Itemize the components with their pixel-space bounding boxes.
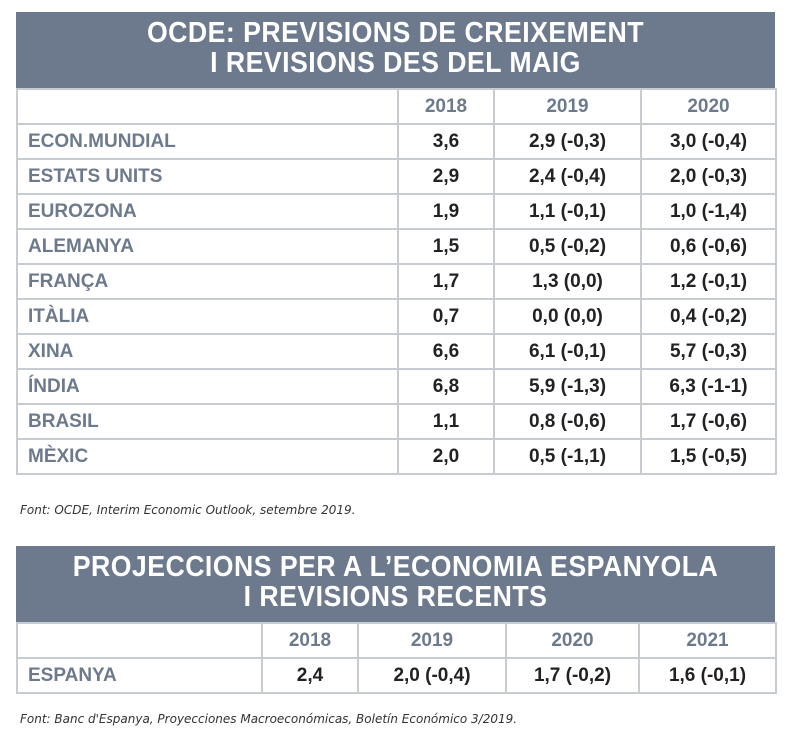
title-line-2: I REVISIONS RECENTS — [243, 581, 548, 614]
cell-2019: 0,5 (-1,1) — [493, 438, 642, 475]
table-row: ESPANYA 2,4 2,0 (-0,4) 1,7 (-0,2) 1,6 (-… — [16, 657, 777, 694]
table-row: XINA 6,6 6,1 (-0,1) 5,7 (-0,3) — [16, 333, 777, 370]
header-corner — [16, 622, 263, 659]
spain-projections-panel: PROJECCIONS PER A L’ECONOMIA ESPANYOLA I… — [16, 546, 777, 694]
cell-2020: 0,6 (-0,6) — [640, 228, 777, 265]
spain-projections-title: PROJECCIONS PER A L’ECONOMIA ESPANYOLA I… — [16, 546, 775, 622]
table-row: ESTATS UNITS 2,9 2,4 (-0,4) 2,0 (-0,3) — [16, 158, 777, 195]
cell-2018: 1,5 — [397, 228, 495, 265]
header-2020: 2020 — [640, 88, 777, 125]
row-label: ITÀLIA — [16, 298, 399, 335]
cell-2018: 1,9 — [397, 193, 495, 230]
row-label: FRANÇA — [16, 263, 399, 300]
cell-2018: 2,0 — [397, 438, 495, 475]
oecd-forecast-table: 2018 2019 2020 ECON.MUNDIAL 3,6 2,9 (-0,3)… — [16, 88, 777, 475]
cell-2020: 6,3 (-1-1) — [640, 368, 777, 405]
cell-2018: 1,7 — [397, 263, 495, 300]
cell-2019: 5,9 (-1,3) — [493, 368, 642, 405]
cell-2019: 0,5 (-0,2) — [493, 228, 642, 265]
table-row: BRASIL 1,1 0,8 (-0,6) 1,7 (-0,6) — [16, 403, 777, 440]
header-2019: 2019 — [493, 88, 642, 125]
table-row: FRANÇA 1,7 1,3 (0,0) 1,2 (-0,1) — [16, 263, 777, 300]
cell-2019: 2,0 (-0,4) — [357, 657, 507, 694]
spain-projections-table: 2018 2019 2020 2021 ESPANYA 2,4 2,0 (-0,… — [16, 622, 777, 694]
cell-2020: 5,7 (-0,3) — [640, 333, 777, 370]
cell-2018: 3,6 — [397, 123, 495, 160]
row-label: ESPANYA — [16, 657, 263, 694]
title-line-1: OCDE: PREVISIONS DE CREIXEMENT — [146, 17, 645, 49]
oecd-forecast-panel: OCDE: PREVISIONS DE CREIXEMENT I REVISIO… — [16, 12, 777, 475]
oecd-source-note: Font: OCDE, Interim Economic Outlook, se… — [20, 503, 356, 517]
cell-2018: 6,8 — [397, 368, 495, 405]
row-label: XINA — [16, 333, 399, 370]
table-row: ITÀLIA 0,7 0,0 (0,0) 0,4 (-0,2) — [16, 298, 777, 335]
row-label: EUROZONA — [16, 193, 399, 230]
cell-2019: 2,4 (-0,4) — [493, 158, 642, 195]
cell-2020: 2,0 (-0,3) — [640, 158, 777, 195]
header-2021: 2021 — [638, 622, 777, 659]
cell-2021: 1,6 (-0,1) — [638, 657, 777, 694]
table-row: ÍNDIA 6,8 5,9 (-1,3) 6,3 (-1-1) — [16, 368, 777, 405]
spain-source-note: Font: Banc d'Espanya, Proyecciones Macro… — [20, 712, 518, 726]
cell-2020: 1,5 (-0,5) — [640, 438, 777, 475]
header-2018: 2018 — [397, 88, 495, 125]
cell-2018: 0,7 — [397, 298, 495, 335]
cell-2018: 6,6 — [397, 333, 495, 370]
header-corner — [16, 88, 399, 125]
header-2018: 2018 — [261, 622, 359, 659]
header-row: 2018 2019 2020 — [16, 88, 777, 125]
header-row: 2018 2019 2020 2021 — [16, 622, 777, 659]
cell-2020: 1,7 (-0,6) — [640, 403, 777, 440]
cell-2019: 2,9 (-0,3) — [493, 123, 642, 160]
cell-2020: 0,4 (-0,2) — [640, 298, 777, 335]
oecd-forecast-title: OCDE: PREVISIONS DE CREIXEMENT I REVISIO… — [16, 12, 775, 88]
cell-2019: 1,3 (0,0) — [493, 263, 642, 300]
table-row: MÈXIC 2,0 0,5 (-1,1) 1,5 (-0,5) — [16, 438, 777, 475]
table-row: ECON.MUNDIAL 3,6 2,9 (-0,3) 3,0 (-0,4) — [16, 123, 777, 160]
row-label: ECON.MUNDIAL — [16, 123, 399, 160]
cell-2019: 0,8 (-0,6) — [493, 403, 642, 440]
cell-2018: 1,1 — [397, 403, 495, 440]
cell-2020: 1,7 (-0,2) — [505, 657, 640, 694]
header-2019: 2019 — [357, 622, 507, 659]
table-row: EUROZONA 1,9 1,1 (-0,1) 1,0 (-1,4) — [16, 193, 777, 230]
row-label: BRASIL — [16, 403, 399, 440]
title-line-2: I REVISIONS DES DEL MAIG — [210, 47, 581, 80]
cell-2019: 0,0 (0,0) — [493, 298, 642, 335]
cell-2019: 6,1 (-0,1) — [493, 333, 642, 370]
header-2020: 2020 — [505, 622, 640, 659]
cell-2020: 1,0 (-1,4) — [640, 193, 777, 230]
cell-2019: 1,1 (-0,1) — [493, 193, 642, 230]
title-line-1: PROJECCIONS PER A L’ECONOMIA ESPANYOLA — [72, 551, 719, 583]
cell-2018: 2,9 — [397, 158, 495, 195]
row-label: ÍNDIA — [16, 368, 399, 405]
row-label: ESTATS UNITS — [16, 158, 399, 195]
cell-2018: 2,4 — [261, 657, 359, 694]
row-label: MÈXIC — [16, 438, 399, 475]
cell-2020: 3,0 (-0,4) — [640, 123, 777, 160]
table-row: ALEMANYA 1,5 0,5 (-0,2) 0,6 (-0,6) — [16, 228, 777, 265]
row-label: ALEMANYA — [16, 228, 399, 265]
cell-2020: 1,2 (-0,1) — [640, 263, 777, 300]
